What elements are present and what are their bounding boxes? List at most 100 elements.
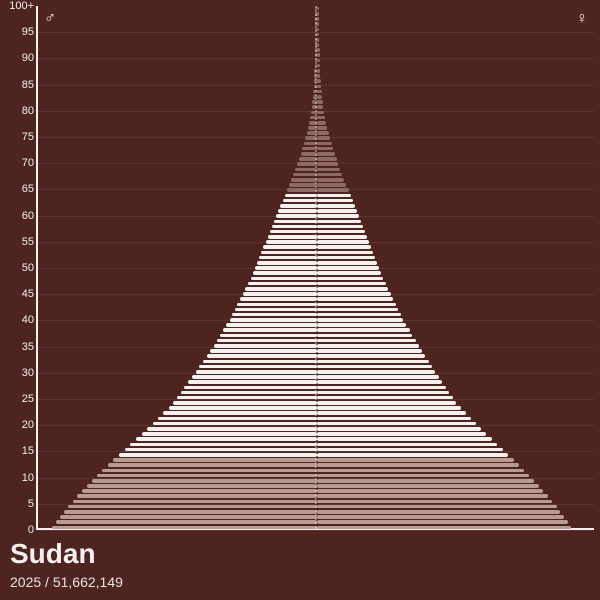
y-tick-label: 65 (4, 183, 34, 195)
bar-female (317, 520, 568, 524)
bar-male (108, 463, 317, 467)
year-label: 2025 (10, 574, 41, 590)
bar-male (251, 277, 317, 281)
bar-female (317, 396, 453, 400)
bar-male (130, 443, 317, 447)
bar-female (317, 437, 492, 441)
bar-male (257, 261, 317, 265)
bar-female (317, 194, 351, 198)
bar-male (278, 209, 317, 213)
bar-female (317, 183, 346, 187)
bar-male (270, 230, 317, 234)
bar-female (317, 526, 571, 530)
y-tick-label: 55 (4, 236, 34, 248)
bar-male (230, 318, 317, 322)
bar-female (317, 469, 524, 473)
bar-female (317, 453, 508, 457)
bar-male (199, 365, 317, 369)
bar-female (317, 33, 319, 37)
bar-female (317, 152, 335, 156)
bar-male (173, 401, 317, 405)
y-tick-label: 95 (4, 26, 34, 38)
bar-female (317, 100, 323, 104)
gridline (38, 530, 594, 531)
bar-female (317, 494, 548, 498)
bar-female (317, 463, 519, 467)
bar-female (317, 515, 564, 519)
bar-female (317, 422, 476, 426)
bar-female (317, 17, 319, 21)
bar-female (317, 505, 557, 509)
bar-male (223, 328, 317, 332)
bar-female (317, 349, 422, 353)
bar-female (317, 344, 419, 348)
bar-male (243, 292, 317, 296)
bar-female (317, 126, 327, 130)
bar-male (163, 411, 317, 415)
bar-male (214, 344, 317, 348)
bar-male (52, 526, 317, 530)
bar-female (317, 370, 435, 374)
bar-male (268, 235, 317, 239)
bar-female (317, 432, 486, 436)
bar-female (317, 162, 338, 166)
bar-female (317, 157, 337, 161)
bar-male (263, 245, 317, 249)
bar-male (266, 240, 317, 244)
bar-female (317, 427, 481, 431)
bar-female (317, 458, 514, 462)
bar-female (317, 136, 330, 140)
bar-male (283, 199, 317, 203)
bar-male (142, 432, 317, 436)
bar-female (317, 230, 365, 234)
bar-female (317, 111, 324, 115)
bar-female (317, 339, 416, 343)
bar-male (147, 427, 317, 431)
bar-female (317, 220, 361, 224)
bar-female (317, 12, 319, 16)
bar-female (317, 266, 379, 270)
y-tick-label: 100+ (4, 0, 34, 12)
bar-female (317, 204, 355, 208)
bar-female (317, 391, 449, 395)
plot-area: ♂ ♀ (36, 6, 594, 530)
bar-female (317, 256, 375, 260)
bar-female (317, 479, 534, 483)
bar-female (317, 510, 560, 514)
bar-female (317, 484, 539, 488)
bar-male (226, 323, 317, 327)
bar-female (317, 209, 357, 213)
bar-female (317, 235, 367, 239)
y-tick-label: 40 (4, 314, 34, 326)
bar-female (317, 168, 340, 172)
bar-female (317, 354, 425, 358)
bar-female (317, 386, 446, 390)
bar-male (248, 282, 317, 286)
bar-female (317, 318, 403, 322)
bar-female (317, 245, 371, 249)
bar-female (317, 38, 319, 42)
y-tick-label: 20 (4, 419, 34, 431)
chart-frame: ♂ ♀ 051015202530354045505560657075808590… (0, 0, 600, 600)
bar-male (125, 448, 317, 452)
bar-female (317, 313, 401, 317)
bar-female (317, 292, 391, 296)
bar-male (64, 510, 317, 514)
bar-male (169, 406, 317, 410)
bar-female (317, 79, 321, 83)
bar-male (184, 386, 317, 390)
bar-female (317, 59, 320, 63)
bar-male (196, 370, 317, 374)
bar-female (317, 142, 332, 146)
bar-male (192, 375, 317, 379)
population-label: 51,662,149 (53, 574, 123, 590)
bar-female (317, 287, 388, 291)
bar-male (245, 287, 317, 291)
bar-male (217, 339, 317, 343)
bar-male (207, 354, 317, 358)
bar-female (317, 375, 439, 379)
bar-male (285, 194, 317, 198)
bar-female (317, 85, 321, 89)
bar-male (291, 178, 317, 182)
bar-female (317, 474, 529, 478)
